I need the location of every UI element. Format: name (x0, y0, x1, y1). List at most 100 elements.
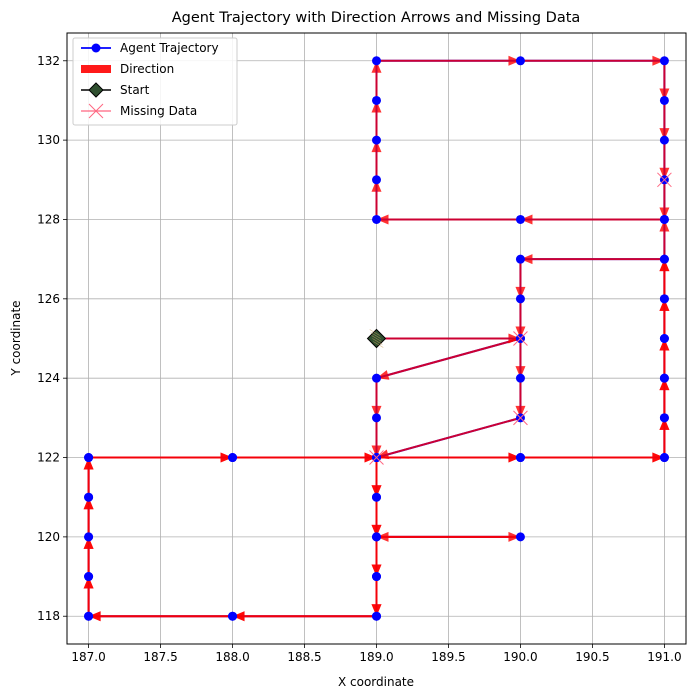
legend-label: Direction (120, 62, 174, 76)
trajectory-point (659, 413, 669, 423)
trajectory-point (515, 56, 525, 66)
trajectory-point (659, 373, 669, 383)
y-tick-label: 124 (37, 371, 60, 385)
legend-handle-patch (81, 65, 111, 73)
direction-arrow (520, 452, 665, 463)
y-tick-label: 132 (37, 54, 60, 68)
trajectory-point (515, 214, 525, 224)
y-tick-label: 128 (37, 212, 60, 226)
direction-arrow (371, 60, 382, 101)
start-marker (366, 328, 387, 349)
trajectory-point (659, 135, 669, 145)
legend-box (72, 37, 238, 126)
direction-arrow (232, 611, 377, 622)
x-tick-label: 189.0 (359, 650, 393, 664)
direction-arrow (659, 60, 670, 101)
direction-arrow (376, 55, 521, 66)
direction-arrow (88, 611, 233, 622)
trajectory-point (372, 214, 381, 224)
direction-arrow (515, 378, 526, 418)
direction-arrow (376, 214, 521, 225)
direction-arrow (371, 457, 382, 498)
direction-arrow (376, 531, 521, 542)
direction-arrow (371, 417, 382, 458)
y-axis-label: Y coordinate (9, 300, 23, 376)
direction-arrow (83, 497, 94, 537)
y-tick-label: 118 (37, 609, 60, 623)
missing-data-marker (513, 410, 528, 426)
legend: Agent Trajectory Direction Start Missing Da… (72, 37, 238, 126)
direction-arrow (88, 452, 233, 463)
trajectory-point (372, 135, 381, 145)
direction-arrow (659, 338, 670, 379)
direction-arrow (83, 457, 94, 498)
direction-arrow (371, 140, 382, 180)
trajectory-point (659, 254, 669, 264)
x-tick-label: 188.5 (287, 650, 321, 664)
legend-handle-x-marker (81, 103, 111, 119)
missing-data-marker (369, 450, 384, 465)
direction-arrow (520, 254, 665, 265)
trajectory-point (372, 572, 381, 582)
trajectory-point (84, 611, 94, 621)
trajectory-point (659, 453, 669, 463)
legend-label: Missing Data (120, 104, 197, 118)
missing-data-marker (513, 331, 528, 346)
x-tick-label: 188.0 (215, 650, 249, 664)
trajectory-point (515, 294, 525, 304)
direction-arrow (371, 378, 382, 418)
y-tick-label: 126 (37, 292, 60, 306)
trajectory-point (228, 453, 238, 463)
y-tick-label: 130 (37, 133, 60, 147)
trajectory-point (228, 611, 238, 621)
plot-area (83, 55, 672, 622)
y-tick-label: 120 (37, 530, 60, 544)
legend-handle-line-marker (81, 43, 111, 53)
y-axis-ticks: 118 120 122 124 126 128 130 132 (37, 54, 67, 623)
trajectory-point (372, 373, 381, 383)
direction-arrow (520, 55, 665, 66)
trajectory-point (659, 294, 669, 304)
x-tick-label: 187.5 (143, 650, 177, 664)
trajectory-point (659, 95, 669, 105)
chart-title: Agent Trajectory with Direction Arrows a… (172, 10, 581, 26)
trajectory-point (515, 453, 525, 463)
direction-arrow (520, 214, 665, 225)
direction-arrow (371, 536, 382, 577)
direction-arrow (515, 338, 526, 379)
direction-arrow (659, 219, 670, 260)
trajectory-point (84, 492, 94, 502)
trajectory-point (515, 254, 525, 264)
legend-label: Agent Trajectory (120, 41, 219, 55)
direction-arrow (659, 378, 670, 418)
trajectory-point (515, 373, 525, 383)
x-tick-label: 191.0 (647, 650, 681, 664)
trajectory-point (372, 56, 381, 66)
trajectory-point (659, 56, 669, 66)
direction-arrow (376, 452, 521, 463)
direction-arrow (371, 497, 382, 537)
direction-arrow (371, 576, 382, 617)
trajectory-point (372, 95, 381, 105)
direction-arrow (659, 179, 670, 220)
direction-arrow (232, 452, 377, 463)
trajectory-point (659, 214, 669, 224)
legend-label: Start (120, 83, 150, 97)
x-axis-ticks: 187.0 187.5 188.0 188.5 189.0 189.5 190.0 190.5… (71, 644, 682, 664)
trajectory-point (372, 492, 381, 502)
direction-arrow (659, 100, 670, 141)
trajectory-point (372, 413, 381, 423)
direction-arrow (515, 259, 526, 299)
trajectory-point (659, 334, 669, 343)
x-tick-label: 190.5 (575, 650, 609, 664)
direction-arrow (659, 417, 670, 458)
direction-arrow (371, 179, 382, 220)
direction-arrow (659, 259, 670, 299)
trajectory-point (84, 453, 94, 463)
x-tick-label: 189.5 (431, 650, 465, 664)
trajectory-point (372, 532, 381, 542)
direction-arrow (659, 298, 670, 339)
trajectory-point (515, 532, 525, 542)
missing-data-marker (657, 172, 672, 188)
